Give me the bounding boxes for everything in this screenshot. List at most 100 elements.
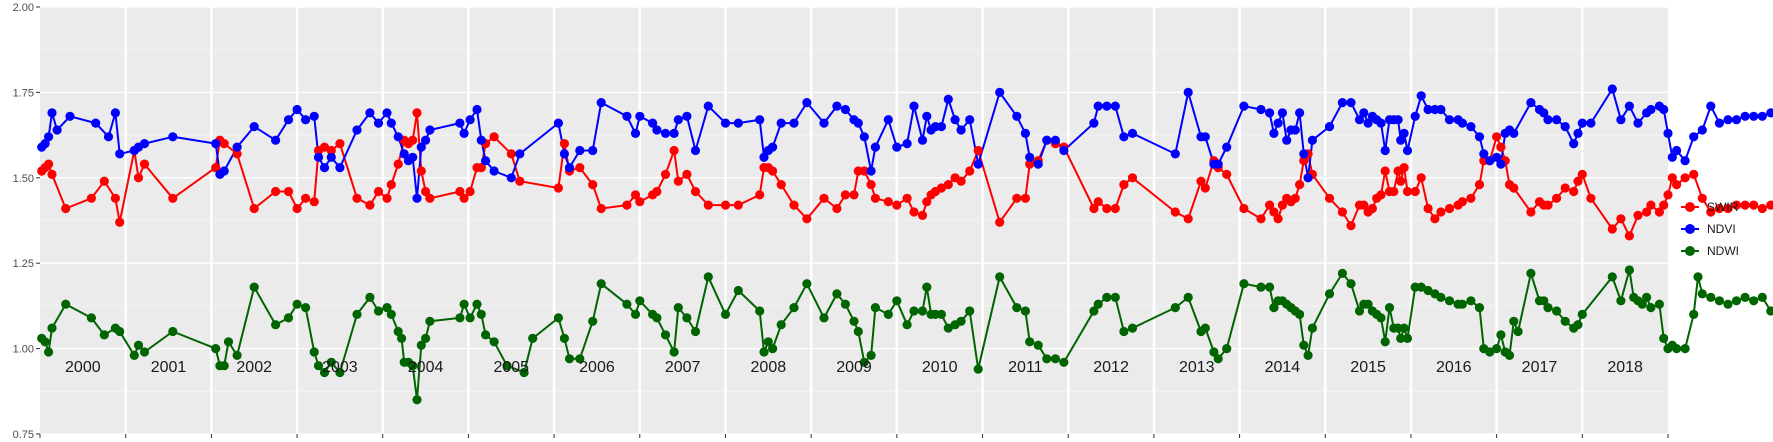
- legend-label-swir: SWIR: [1707, 200, 1739, 214]
- data-point-ndvi: [1089, 118, 1099, 128]
- data-point-ndwi: [1573, 320, 1583, 330]
- year-label: 2008: [751, 359, 787, 376]
- data-point-ndvi: [1573, 128, 1583, 138]
- data-point-ndwi: [1654, 299, 1664, 309]
- data-point-ndvi: [1265, 108, 1275, 118]
- data-point-swir: [669, 145, 679, 156]
- data-point-ndvi: [103, 132, 114, 142]
- data-point-ndwi: [472, 299, 482, 309]
- y-tick-label: 1.25: [13, 258, 34, 270]
- data-point-ndwi: [397, 333, 407, 343]
- data-point-ndvi: [1059, 145, 1069, 156]
- data-point-swir: [943, 180, 953, 190]
- data-point-ndwi: [733, 285, 743, 296]
- data-point-swir: [973, 145, 983, 156]
- data-point-ndvi: [596, 98, 606, 108]
- data-point-swir: [352, 193, 362, 203]
- data-point-ndwi: [99, 330, 109, 340]
- data-point-ndwi: [1646, 303, 1656, 313]
- data-point-ndwi: [425, 316, 435, 326]
- data-point-ndvi: [648, 118, 658, 128]
- data-point-swir: [393, 159, 403, 169]
- data-point-ndvi: [421, 135, 431, 145]
- data-point-ndvi: [515, 149, 525, 159]
- data-point-ndvi: [1256, 104, 1266, 115]
- data-point-swir: [1466, 193, 1476, 203]
- data-point-swir: [832, 203, 842, 214]
- data-point-ndwi: [1492, 344, 1502, 354]
- data-point-swir: [455, 186, 465, 197]
- data-point-ndvi: [1273, 118, 1283, 128]
- data-point-ndvi: [1485, 156, 1495, 166]
- legend: SWIR NDVI NDWI: [1681, 200, 1739, 258]
- legend-key-ndvi: [1685, 224, 1695, 234]
- data-point-ndwi: [768, 344, 778, 354]
- data-point-swir: [476, 163, 486, 173]
- data-point-swir: [416, 166, 426, 176]
- data-point-ndvi: [564, 163, 575, 173]
- data-point-swir: [110, 193, 120, 203]
- data-point-ndvi: [1492, 152, 1502, 162]
- data-point-ndwi: [673, 303, 683, 313]
- data-point-ndwi: [1723, 299, 1733, 309]
- data-point-ndwi: [1740, 292, 1750, 302]
- year-label: 2015: [1350, 359, 1386, 376]
- year-label: 2003: [322, 359, 358, 376]
- data-point-swir: [1646, 200, 1656, 210]
- data-point-ndwi: [652, 313, 662, 323]
- data-point-ndwi: [129, 350, 139, 360]
- data-point-ndvi: [660, 128, 671, 138]
- data-point-ndvi: [1731, 115, 1742, 125]
- data-point-ndwi: [1697, 289, 1707, 299]
- data-point-swir: [1110, 203, 1120, 214]
- data-point-swir: [1740, 200, 1750, 210]
- data-point-swir: [47, 169, 57, 179]
- data-point-ndvi: [1680, 156, 1690, 166]
- data-point-ndwi: [1102, 292, 1112, 302]
- data-point-swir: [1560, 183, 1570, 193]
- data-point-ndvi: [139, 139, 150, 149]
- data-point-ndvi: [1646, 104, 1656, 115]
- data-point-ndwi: [408, 361, 418, 371]
- data-point-ndvi: [1423, 104, 1433, 115]
- data-point-swir: [635, 197, 645, 207]
- data-point-ndwi: [1496, 330, 1506, 340]
- data-point-ndvi: [1303, 173, 1313, 183]
- year-label: 2012: [1093, 359, 1129, 376]
- data-point-swir: [309, 197, 319, 207]
- data-point-ndwi: [1689, 309, 1699, 319]
- data-point-ndwi: [292, 299, 302, 309]
- data-point-ndvi: [1033, 159, 1043, 169]
- data-point-ndvi: [1444, 115, 1455, 125]
- data-point-swir: [1389, 186, 1399, 197]
- data-point-swir: [883, 197, 893, 207]
- data-point-ndvi: [399, 149, 409, 159]
- data-point-ndvi: [1659, 104, 1669, 115]
- data-point-ndvi: [393, 132, 403, 142]
- data-point-ndwi: [1466, 296, 1476, 306]
- data-point-ndvi: [1269, 128, 1279, 138]
- data-point-ndvi: [995, 87, 1005, 97]
- data-point-swir: [1183, 214, 1193, 224]
- data-point-ndvi: [1466, 122, 1476, 132]
- data-point-ndvi: [917, 135, 928, 145]
- data-point-swir: [596, 203, 606, 214]
- data-point-ndvi: [922, 111, 932, 121]
- data-point-swir: [1410, 186, 1420, 197]
- data-point-ndwi: [335, 367, 345, 378]
- data-point-ndvi: [465, 115, 475, 125]
- data-point-swir: [755, 190, 765, 200]
- data-point-swir: [553, 183, 564, 193]
- data-point-ndvi: [292, 104, 302, 115]
- data-point-ndvi: [936, 122, 947, 132]
- data-point-ndwi: [1607, 272, 1617, 282]
- data-point-ndvi: [425, 125, 435, 135]
- data-point-ndvi: [1569, 139, 1579, 149]
- data-point-swir: [673, 176, 683, 186]
- data-point-swir: [1376, 190, 1386, 200]
- data-point-swir: [902, 193, 912, 203]
- data-point-ndvi: [1706, 101, 1716, 111]
- data-point-swir: [936, 183, 947, 193]
- data-point-ndwi: [635, 296, 645, 306]
- data-point-ndvi: [1663, 128, 1673, 138]
